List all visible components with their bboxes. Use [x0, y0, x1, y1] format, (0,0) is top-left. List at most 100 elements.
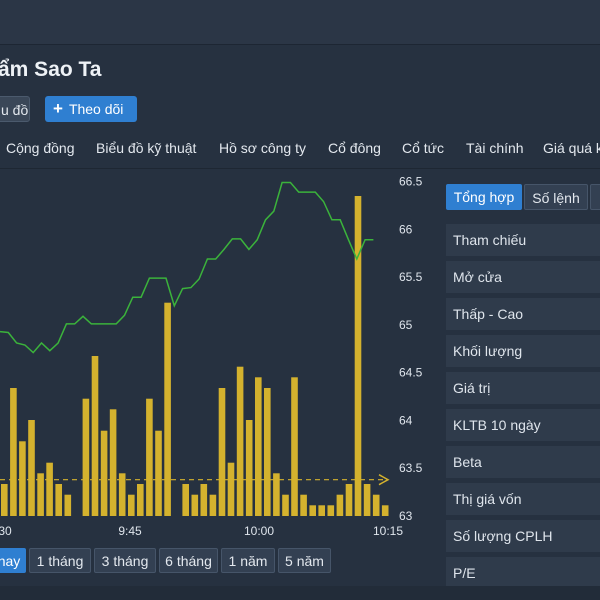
tab-dividends[interactable]: Cổ tức	[402, 140, 445, 156]
volume-bar	[46, 462, 53, 516]
volume-bar	[318, 505, 325, 516]
stat-label: Số lượng CPLH	[453, 528, 553, 544]
x-tick-label: 9:45	[118, 524, 142, 538]
volume-bar	[182, 484, 189, 516]
volume-bar	[255, 377, 262, 516]
tab-technical-chart[interactable]: Biểu đồ kỹ thuật	[96, 140, 197, 156]
volume-bar	[10, 388, 17, 516]
stock-summary-panel: Tổng hợp Số lệnh Tham chiếu Mở cửa Thấp …	[438, 176, 600, 586]
volume-bar	[309, 505, 316, 516]
range-6-months[interactable]: 6 tháng	[159, 548, 218, 573]
x-tick-label: 10:15	[373, 524, 403, 538]
top-bar	[0, 0, 600, 45]
stat-label: P/E	[453, 565, 476, 581]
range-today[interactable]: nay	[0, 548, 26, 573]
stat-label: Mở cửa	[453, 269, 502, 285]
volume-bars	[1, 196, 389, 516]
stat-row: Khối lượng	[446, 335, 600, 367]
page-title: ẩm Sao Ta	[0, 58, 102, 81]
volume-bar	[381, 505, 389, 516]
range-3-months[interactable]: 3 tháng	[94, 548, 156, 573]
stat-row: Số lượng CPLH	[446, 520, 600, 552]
x-axis: 30 9:45 10:00 10:15	[0, 524, 403, 538]
volume-bar	[100, 430, 108, 516]
volume-bar	[155, 430, 162, 516]
stat-row: Thấp - Cao	[446, 298, 600, 330]
y-axis: 66.5 66 65.5 65 64.5 64 63.5 63	[399, 175, 423, 523]
volume-bar	[336, 494, 344, 516]
volume-bar	[55, 484, 62, 516]
volume-bar	[218, 388, 226, 516]
stat-label: Tham chiếu	[453, 232, 527, 248]
stat-label: Beta	[453, 454, 482, 470]
tab-company-profile[interactable]: Hồ sơ công ty	[219, 140, 306, 156]
stat-label: Thị giá vốn	[453, 491, 522, 507]
volume-bar	[109, 409, 117, 516]
range-1-year[interactable]: 1 năm	[221, 548, 275, 573]
intraday-chart[interactable]: 66.5 66 65.5 65 64.5 64 63.5 63 30 9:45 10:00 10:1…	[0, 172, 438, 544]
volume-bar	[354, 196, 362, 516]
volume-bar	[282, 494, 289, 516]
volume-bar	[291, 377, 298, 516]
volume-bar	[1, 484, 8, 516]
tab-shareholders[interactable]: Cổ đông	[328, 140, 381, 156]
stat-label: KLTB 10 ngày	[453, 417, 541, 433]
volume-bar	[227, 462, 235, 516]
tab-price-history[interactable]: Giá quá k	[543, 140, 600, 156]
stat-row: Tham chiếu	[446, 224, 600, 256]
section-nav: Cộng đồng Biểu đồ kỹ thuật Hồ sơ công ty…	[0, 132, 600, 169]
volume-bar	[191, 494, 199, 516]
stat-label: Thấp - Cao	[453, 306, 524, 322]
volume-bar	[264, 388, 271, 516]
volume-bar	[19, 441, 26, 516]
reference-arrow-icon	[378, 474, 390, 486]
volume-bar	[64, 494, 72, 516]
volume-bar	[200, 484, 208, 516]
volume-bar	[273, 473, 280, 516]
stat-row: KLTB 10 ngày	[446, 409, 600, 441]
add-chart-button[interactable]: u đồ	[0, 96, 30, 122]
volume-bar	[118, 473, 126, 516]
tab-summary[interactable]: Tổng hợp	[446, 184, 522, 210]
volume-bar	[91, 356, 99, 516]
follow-button-label: Theo dõi	[68, 101, 124, 117]
y-tick-label: 63	[399, 509, 413, 523]
volume-bar	[327, 505, 335, 516]
stat-label: Khối lượng	[453, 343, 523, 359]
stat-row: Thị giá vốn	[446, 483, 600, 515]
y-tick-label: 66	[399, 222, 413, 236]
tab-financials[interactable]: Tài chính	[466, 140, 524, 156]
volume-bar	[82, 398, 90, 516]
stat-row: Giá trị	[446, 372, 600, 404]
volume-bar	[164, 302, 171, 516]
x-tick-label: 30	[0, 524, 12, 538]
y-tick-label: 64.5	[399, 366, 423, 380]
volume-bar	[28, 420, 35, 516]
volume-bar	[372, 494, 380, 516]
y-tick-label: 65	[399, 318, 413, 332]
y-tick-label: 64	[399, 413, 413, 427]
volume-bar	[345, 484, 353, 516]
follow-button[interactable]: + Theo dõi	[45, 96, 137, 122]
y-tick-label: 65.5	[399, 270, 423, 284]
stat-row: P/E	[446, 557, 600, 586]
range-5-years[interactable]: 5 năm	[278, 548, 331, 573]
volume-bar	[209, 494, 217, 516]
volume-bar	[128, 494, 135, 516]
volume-bar	[146, 398, 153, 516]
stat-row: Mở cửa	[446, 261, 600, 293]
range-1-month[interactable]: 1 tháng	[29, 548, 91, 573]
stat-row: Beta	[446, 446, 600, 478]
tab-more[interactable]	[590, 184, 600, 210]
volume-bar	[37, 473, 44, 516]
x-tick-label: 10:00	[244, 524, 274, 538]
price-line	[0, 181, 374, 354]
y-tick-label: 66.5	[399, 175, 423, 189]
volume-bar	[137, 484, 144, 516]
volume-bar	[245, 420, 253, 516]
tab-community[interactable]: Cộng đồng	[6, 140, 75, 156]
volume-bar	[363, 484, 371, 516]
volume-bar	[300, 494, 307, 516]
y-tick-label: 63.5	[399, 461, 423, 475]
tab-order-count[interactable]: Số lệnh	[524, 184, 588, 210]
